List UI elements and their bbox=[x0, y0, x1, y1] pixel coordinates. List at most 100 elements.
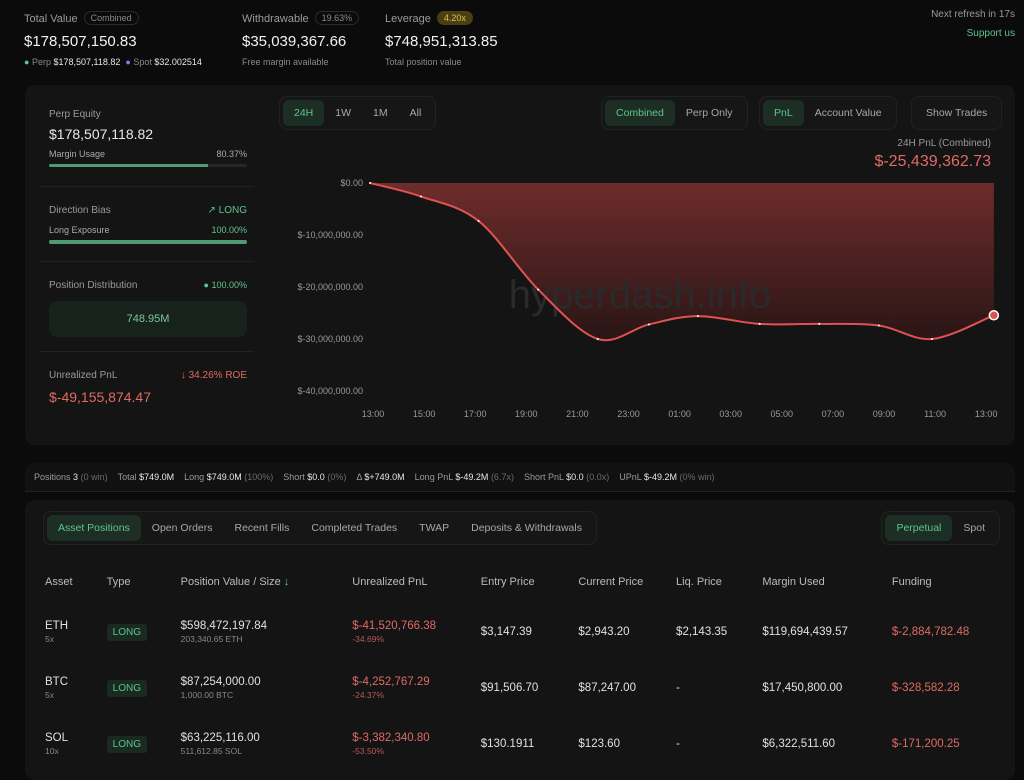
type-badge: LONG bbox=[106, 624, 147, 641]
stat--: Δ $+749.0M bbox=[356, 472, 404, 482]
tabs-open-orders-tab[interactable]: Open Orders bbox=[151, 522, 213, 534]
column-header[interactable]: Asset bbox=[45, 560, 107, 604]
ranges-24h-tab[interactable]: 24H bbox=[283, 100, 325, 126]
data-point[interactable] bbox=[818, 322, 821, 325]
show-trades-button[interactable]: Show Trades bbox=[926, 107, 988, 119]
data-point[interactable] bbox=[758, 322, 761, 325]
data-point[interactable] bbox=[369, 182, 371, 184]
pnl-chart: hyperdash.info $0.00 $-10,000,000.00 $-20,… bbox=[297, 178, 1000, 419]
positions-panel bbox=[25, 500, 1015, 780]
ranges-1w-tab[interactable]: 1W bbox=[335, 107, 352, 119]
unrealized-pnl: $-4,252,767.29 bbox=[352, 676, 430, 688]
column-header[interactable]: Funding bbox=[892, 560, 1005, 604]
leverage: 5x bbox=[45, 690, 54, 700]
column-header[interactable]: Position Value / Size ↓ bbox=[181, 560, 353, 604]
divider bbox=[40, 351, 254, 352]
modes-perp-only-tab[interactable]: Perp Only bbox=[685, 107, 733, 119]
data-point[interactable] bbox=[931, 338, 934, 340]
ranges-1m-tab[interactable]: 1M bbox=[373, 107, 388, 119]
stat-sub: (0% win) bbox=[679, 472, 715, 482]
dot-icon: ● bbox=[203, 280, 209, 290]
x-tick-label: 03:00 bbox=[719, 409, 742, 419]
leverage-block: Leverage 4.20x $748,951,313.85 Total posi… bbox=[385, 9, 498, 67]
funding: $-171,200.25 bbox=[891, 738, 960, 750]
data-point[interactable] bbox=[596, 338, 599, 340]
stat-value: 3 bbox=[73, 472, 79, 482]
tabs-recent-fills-tab[interactable]: Recent Fills bbox=[234, 522, 290, 534]
x-tick-label: 13:00 bbox=[975, 409, 998, 419]
column-label: Asset bbox=[45, 576, 73, 588]
stat-sub: (0%) bbox=[327, 472, 347, 482]
column-label: Margin Used bbox=[762, 576, 825, 588]
support-link[interactable]: Support us bbox=[966, 28, 1015, 39]
perp-equity-section: Perp Equity $178,507,118.82 Margin Usage… bbox=[49, 109, 247, 167]
metrics-account-value-tab[interactable]: Account Value bbox=[814, 107, 882, 119]
stat-value: $749.0M bbox=[139, 472, 175, 482]
tabs-completed-trades-tab[interactable]: Completed Trades bbox=[311, 522, 398, 534]
data-point[interactable] bbox=[420, 195, 423, 198]
modes-combined-tab[interactable]: Combined bbox=[605, 100, 675, 126]
column-label: Current Price bbox=[578, 576, 644, 588]
leverage-badge: 4.20x bbox=[436, 11, 473, 25]
total-value-label: Total Value bbox=[24, 13, 78, 25]
margin-usage-bar bbox=[49, 164, 247, 167]
y-tick-label: $-10,000,000.00 bbox=[297, 230, 363, 240]
tabs-deposits-withdrawals-tab[interactable]: Deposits & Withdrawals bbox=[471, 522, 582, 534]
liq-price: - bbox=[676, 738, 680, 750]
column-header[interactable]: Unrealized PnL bbox=[352, 560, 480, 604]
column-header[interactable]: Liq. Price bbox=[676, 560, 762, 604]
stat-label: Δ bbox=[356, 472, 362, 482]
type-badge: LONG bbox=[106, 680, 147, 697]
chart-headline: $-25,439,362.73 bbox=[874, 153, 991, 170]
table-row[interactable]: SOL 10x LONG $63,225,116.00 511,612.85 SOL… bbox=[45, 716, 1005, 772]
asset: SOL bbox=[45, 732, 69, 744]
perp-dot-icon: ● bbox=[24, 57, 30, 67]
stat-sub: (0.0x) bbox=[586, 472, 610, 482]
table-row[interactable]: BTC 5x LONG $87,254,000.00 1,000.00 BTC $-… bbox=[45, 660, 1005, 716]
show-trades-toggle: Show Trades bbox=[911, 96, 1003, 130]
mtabs-perpetual-tab[interactable]: Perpetual bbox=[885, 515, 953, 541]
positions-table: Asset Type Position Value / Size ↓ Unrealiz… bbox=[45, 560, 1005, 772]
column-label: Position Value / Size bbox=[180, 576, 281, 588]
perp-equity-value: $178,507,118.82 bbox=[49, 126, 154, 142]
spot-value: $32.002514 bbox=[154, 57, 202, 67]
data-point[interactable] bbox=[696, 315, 699, 318]
column-header[interactable]: Margin Used bbox=[762, 560, 892, 604]
position-value: $63,225,116.00 bbox=[180, 732, 260, 744]
long-exposure-bar bbox=[49, 240, 247, 244]
withdrawable-block: Withdrawable 19.63% $35,039,367.66 Free m… bbox=[242, 9, 360, 67]
data-point[interactable] bbox=[877, 324, 880, 327]
column-header[interactable]: Entry Price bbox=[481, 560, 579, 604]
metrics-pnl-tab[interactable]: PnL bbox=[763, 100, 804, 126]
stat-value: $-49.2M bbox=[643, 472, 677, 482]
data-point[interactable] bbox=[647, 323, 650, 326]
margin-usage-label: Margin Usage bbox=[49, 149, 106, 159]
column-label: Entry Price bbox=[480, 576, 535, 588]
tabs-twap-tab[interactable]: TWAP bbox=[419, 522, 450, 534]
leverage-value: $748,951,313.85 bbox=[385, 33, 498, 50]
x-tick-label: 21:00 bbox=[566, 409, 589, 419]
mtabs-spot-tab[interactable]: Spot bbox=[963, 522, 985, 534]
unrealized-pnl: $-3,382,340.80 bbox=[352, 732, 430, 744]
table-row[interactable]: ETH 5x LONG $598,472,197.84 203,340.65 ETH… bbox=[45, 604, 1005, 660]
x-tick-label: 23:00 bbox=[617, 409, 640, 419]
ranges-all-tab[interactable]: All bbox=[409, 107, 422, 119]
stat-label: Short PnL bbox=[523, 472, 564, 482]
liq-price: - bbox=[676, 682, 680, 694]
x-tick-label: 07:00 bbox=[822, 409, 845, 419]
unrealized-pnl-pct: -24.37% bbox=[352, 690, 384, 700]
distribution-bar[interactable]: 748.95M bbox=[49, 301, 247, 337]
positions-tabs: Asset Positions Open Orders Recent Fills Co… bbox=[43, 511, 597, 545]
total-value-block: Total Value Combined $178,507,150.83 ● Pe… bbox=[24, 9, 202, 67]
tabs-asset-positions-tab[interactable]: Asset Positions bbox=[47, 515, 141, 541]
data-point[interactable] bbox=[477, 219, 480, 222]
data-point[interactable] bbox=[537, 288, 540, 291]
data-point[interactable] bbox=[988, 310, 1000, 321]
x-tick-label: 01:00 bbox=[668, 409, 691, 419]
column-header[interactable]: Type bbox=[107, 560, 181, 604]
range-selector: 24H 1W 1M All bbox=[279, 96, 437, 130]
position-value: $87,254,000.00 bbox=[180, 676, 261, 688]
stat-label: Short bbox=[283, 472, 305, 482]
column-header[interactable]: Current Price bbox=[578, 560, 676, 604]
stat-value: $749.0M bbox=[206, 472, 242, 482]
